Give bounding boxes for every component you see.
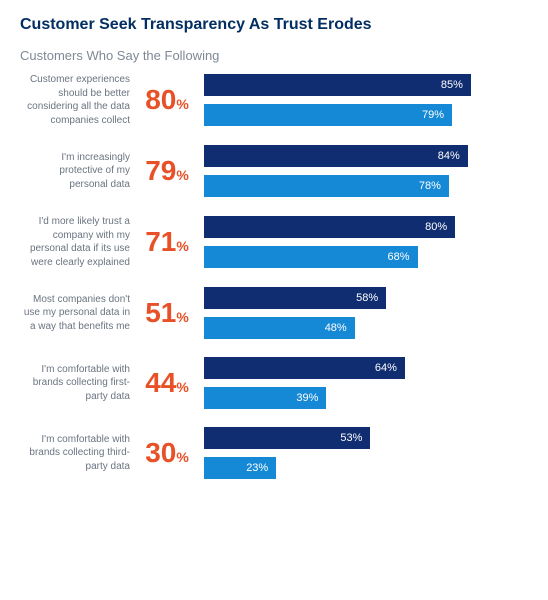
row-bars: 80% 68%: [198, 216, 518, 268]
bar-value-label: 23%: [246, 462, 268, 474]
row-bars: 53% 23%: [198, 427, 518, 479]
chart-subtitle: Customers Who Say the Following: [20, 48, 518, 63]
bar-value-label: 78%: [419, 180, 441, 192]
row-big-percent: 44%: [136, 369, 198, 397]
bar-value-label: 48%: [325, 322, 347, 334]
chart-title: Customer Seek Transparency As Trust Erod…: [20, 16, 518, 34]
chart-row: I'm comfortable with brands collecting f…: [20, 357, 518, 409]
bar-track: 23%: [204, 457, 518, 479]
row-bars: 85% 79%: [198, 74, 518, 126]
chart-row: I'm comfortable with brands collecting t…: [20, 427, 518, 479]
row-big-percent: 51%: [136, 299, 198, 327]
bar-value-label: 68%: [387, 251, 409, 263]
bar-value-label: 79%: [422, 109, 444, 121]
bar: 64%: [204, 357, 405, 379]
bar: 53%: [204, 427, 370, 449]
bar: 80%: [204, 216, 455, 238]
bar: 58%: [204, 287, 386, 309]
bar-track: 85%: [204, 74, 518, 96]
bar-track: 58%: [204, 287, 518, 309]
row-bars: 64% 39%: [198, 357, 518, 409]
bar: 48%: [204, 317, 355, 339]
bar-value-label: 85%: [441, 79, 463, 91]
row-big-percent: 71%: [136, 228, 198, 256]
chart-row: I'm increasingly protective of my person…: [20, 145, 518, 197]
row-label: I'd more likely trust a company with my …: [20, 215, 136, 269]
row-label: Most companies don't use my personal dat…: [20, 293, 136, 334]
row-label: I'm comfortable with brands collecting t…: [20, 433, 136, 474]
chart-row: Customer experiences should be better co…: [20, 73, 518, 127]
bar: 23%: [204, 457, 276, 479]
bar-value-label: 39%: [296, 392, 318, 404]
bar-track: 68%: [204, 246, 518, 268]
chart-row: Most companies don't use my personal dat…: [20, 287, 518, 339]
bar-track: 48%: [204, 317, 518, 339]
bar-value-label: 80%: [425, 221, 447, 233]
bar-track: 53%: [204, 427, 518, 449]
bar: 78%: [204, 175, 449, 197]
row-bars: 58% 48%: [198, 287, 518, 339]
row-label: Customer experiences should be better co…: [20, 73, 136, 127]
row-label: I'm increasingly protective of my person…: [20, 151, 136, 192]
row-big-percent: 79%: [136, 157, 198, 185]
bar: 85%: [204, 74, 471, 96]
bar-value-label: 84%: [438, 150, 460, 162]
row-big-percent: 80%: [136, 86, 198, 114]
bar-track: 84%: [204, 145, 518, 167]
bar: 84%: [204, 145, 468, 167]
chart-row: I'd more likely trust a company with my …: [20, 215, 518, 269]
bar-value-label: 53%: [340, 432, 362, 444]
bar: 39%: [204, 387, 326, 409]
bar: 79%: [204, 104, 452, 126]
bar-track: 39%: [204, 387, 518, 409]
row-bars: 84% 78%: [198, 145, 518, 197]
bar: 68%: [204, 246, 418, 268]
bar-track: 79%: [204, 104, 518, 126]
bar-track: 78%: [204, 175, 518, 197]
row-label: I'm comfortable with brands collecting f…: [20, 363, 136, 404]
row-big-percent: 30%: [136, 439, 198, 467]
chart-rows-container: Customer experiences should be better co…: [20, 73, 518, 479]
bar-track: 80%: [204, 216, 518, 238]
bar-value-label: 64%: [375, 362, 397, 374]
bar-value-label: 58%: [356, 292, 378, 304]
bar-track: 64%: [204, 357, 518, 379]
